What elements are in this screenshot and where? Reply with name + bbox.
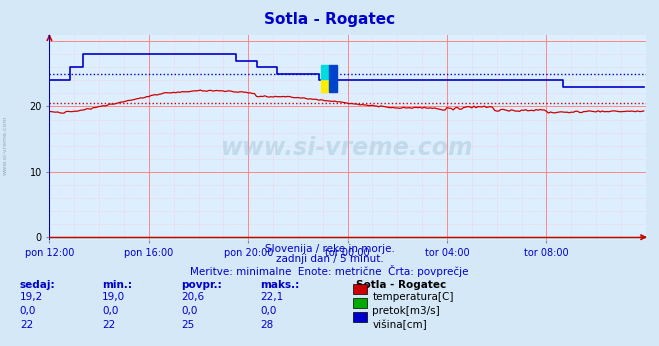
Text: 20,6: 20,6 [181,292,204,302]
Text: pretok[m3/s]: pretok[m3/s] [372,306,440,316]
Text: povpr.:: povpr.: [181,280,222,290]
Text: www.si-vreme.com: www.si-vreme.com [221,136,474,160]
Text: Sotla - Rogatec: Sotla - Rogatec [264,12,395,27]
Text: 22,1: 22,1 [260,292,283,302]
Text: www.si-vreme.com: www.si-vreme.com [3,116,8,175]
Text: min.:: min.: [102,280,132,290]
Text: 0,0: 0,0 [102,306,119,316]
Text: 25: 25 [181,320,194,330]
Text: zadnji dan / 5 minut.: zadnji dan / 5 minut. [275,254,384,264]
Text: maks.:: maks.: [260,280,300,290]
Text: 0,0: 0,0 [181,306,198,316]
Text: 19,0: 19,0 [102,292,125,302]
Text: Sotla - Rogatec: Sotla - Rogatec [356,280,446,290]
Bar [321,79,329,92]
Text: sedaj:: sedaj: [20,280,55,290]
Text: temperatura[C]: temperatura[C] [372,292,454,302]
Text: 22: 22 [102,320,115,330]
Bar [321,65,329,79]
Text: 19,2: 19,2 [20,292,43,302]
Text: 28: 28 [260,320,273,330]
Text: 0,0: 0,0 [260,306,277,316]
Bar [329,65,337,92]
Text: 22: 22 [20,320,33,330]
Text: 0,0: 0,0 [20,306,36,316]
Text: Slovenija / reke in morje.: Slovenija / reke in morje. [264,244,395,254]
Text: višina[cm]: višina[cm] [372,320,427,330]
Text: Meritve: minimalne  Enote: metrične  Črta: povprečje: Meritve: minimalne Enote: metrične Črta:… [190,265,469,277]
